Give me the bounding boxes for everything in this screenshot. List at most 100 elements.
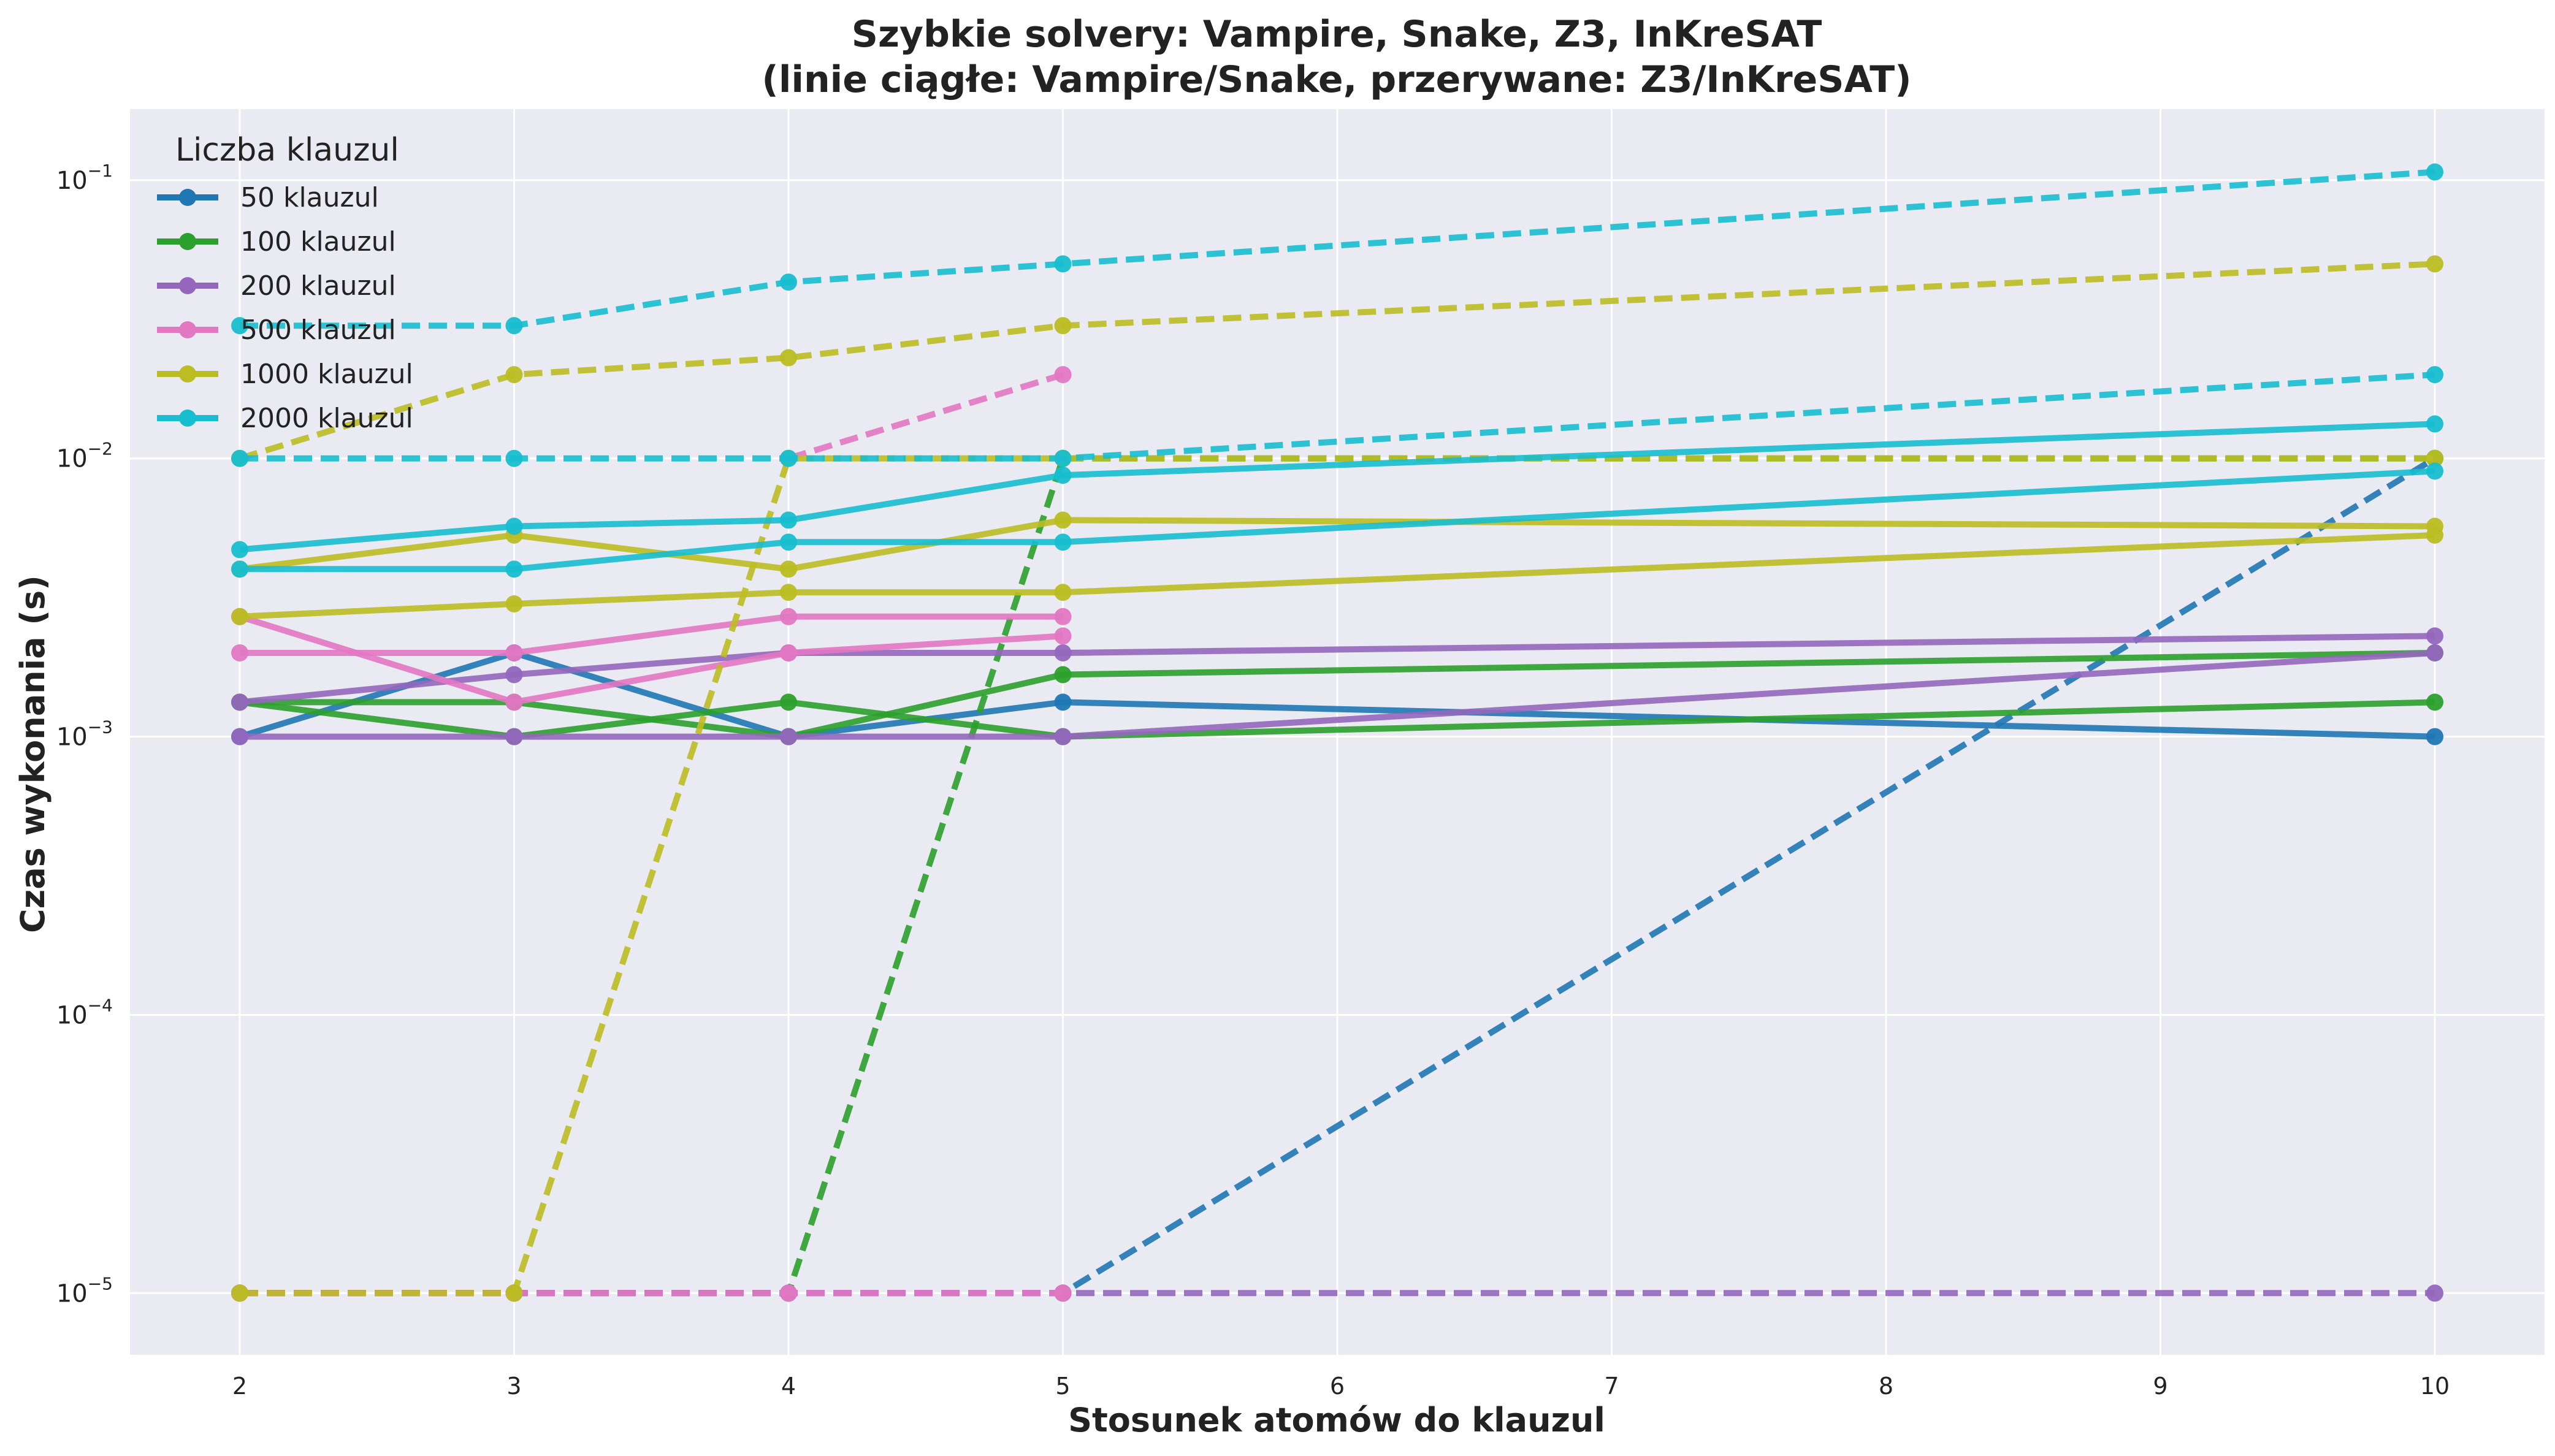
legend-title: Liczba klauzul (175, 132, 399, 169)
data-point (780, 1284, 797, 1302)
y-tick-label: 10−1 (56, 161, 113, 195)
data-point (2426, 1284, 2443, 1302)
legend-label: 100 klauzul (240, 226, 396, 257)
data-point (780, 511, 797, 529)
series-line (231, 366, 2443, 467)
data-point (1054, 608, 1072, 625)
data-point (505, 644, 523, 661)
data-point (2426, 163, 2443, 181)
y-tick-label: 10−3 (56, 717, 113, 752)
y-axis-label: Czas wykonania (s) (13, 575, 52, 933)
data-point (780, 608, 797, 625)
legend-swatch-marker (179, 365, 196, 383)
x-axis-ticks: 2 3 4 5 6 7 8 9 10 (232, 1373, 2450, 1400)
y-tick-label: 10−4 (56, 995, 113, 1029)
y-tick-label: 10−2 (56, 439, 113, 473)
legend-entry: 500 klauzul (157, 314, 396, 346)
data-point (780, 449, 797, 467)
data-point (505, 517, 523, 535)
data-point (1054, 511, 1072, 529)
legend-swatch-marker (179, 277, 196, 294)
data-point (231, 728, 248, 745)
data-point (1054, 728, 1072, 745)
legend-swatch-marker (179, 189, 196, 206)
data-point (505, 728, 523, 745)
data-point (2426, 627, 2443, 645)
series-line (231, 526, 2443, 625)
y-axis-ticks: 10−5 10−4 10−3 10−2 10−1 (56, 161, 113, 1308)
legend-entry: 50 klauzul (157, 182, 379, 213)
data-point (1054, 449, 1072, 467)
data-point (1054, 317, 1072, 335)
data-point (2426, 644, 2443, 661)
data-point (231, 317, 248, 335)
data-point (780, 644, 797, 661)
series-line (231, 608, 1072, 661)
legend: Liczba klauzul 50 klauzul 100 klauzul 200 … (157, 132, 413, 434)
series-line (231, 163, 2443, 335)
series-line (231, 462, 2443, 578)
data-point (780, 693, 797, 711)
y-tick-label: 10−5 (56, 1273, 113, 1308)
series-line (231, 644, 2443, 745)
legend-entry: 1000 klauzul (157, 359, 413, 390)
chart-title: Szybkie solvery: Vampire, Snake, Z3, InK… (852, 13, 1822, 56)
chart-subtitle: (linie ciągłe: Vampire/Snake, przerywane… (762, 58, 1911, 101)
legend-label: 2000 klauzul (240, 403, 413, 434)
x-tick-label: 3 (506, 1373, 521, 1400)
data-point (1054, 467, 1072, 484)
data-point (2426, 415, 2443, 433)
data-point (231, 693, 248, 711)
data-point (780, 584, 797, 601)
data-point (1054, 255, 1072, 273)
legend-label: 50 klauzul (240, 182, 379, 213)
data-point (231, 541, 248, 558)
data-point (505, 666, 523, 684)
x-tick-label: 2 (232, 1373, 247, 1400)
data-point (780, 728, 797, 745)
data-point (2426, 255, 2443, 273)
x-tick-label: 5 (1055, 1373, 1070, 1400)
data-point (505, 317, 523, 335)
legend-entries: 50 klauzul 100 klauzul 200 klauzul 500 klau… (157, 182, 413, 434)
data-point (1054, 693, 1072, 711)
data-point (780, 560, 797, 578)
x-tick-label: 7 (1604, 1373, 1619, 1400)
legend-entry: 200 klauzul (157, 270, 396, 302)
legend-label: 500 klauzul (240, 314, 396, 346)
x-axis-label: Stosunek atomów do klauzul (1068, 1401, 1605, 1439)
series-line (231, 415, 2443, 558)
legend-entry: 100 klauzul (157, 226, 396, 257)
legend-label: 1000 klauzul (240, 359, 413, 390)
data-point (505, 1284, 523, 1302)
series-path (787, 372, 1064, 462)
data-point (2426, 693, 2443, 711)
legend-swatch-marker (179, 321, 196, 338)
data-point (1054, 366, 1072, 384)
data-point (2426, 366, 2443, 384)
data-point (1054, 533, 1072, 551)
data-point (1054, 1284, 1072, 1302)
data-point (1054, 666, 1072, 684)
legend-swatch-marker (179, 233, 196, 250)
data-point (505, 366, 523, 384)
data-point (505, 595, 523, 613)
x-tick-label: 6 (1330, 1373, 1345, 1400)
data-point (1054, 644, 1072, 661)
data-point (2426, 526, 2443, 544)
data-point (231, 449, 248, 467)
data-point (2426, 462, 2443, 480)
data-point (780, 533, 797, 551)
data-point (780, 349, 797, 367)
data-point (505, 560, 523, 578)
data-point (505, 449, 523, 467)
series-path (240, 613, 1063, 656)
series-path (239, 614, 1063, 706)
x-tick-label: 9 (2153, 1373, 2167, 1400)
data-point (231, 560, 248, 578)
x-tick-label: 8 (1879, 1373, 1893, 1400)
data-point (231, 1284, 248, 1302)
x-tick-label: 4 (781, 1373, 796, 1400)
